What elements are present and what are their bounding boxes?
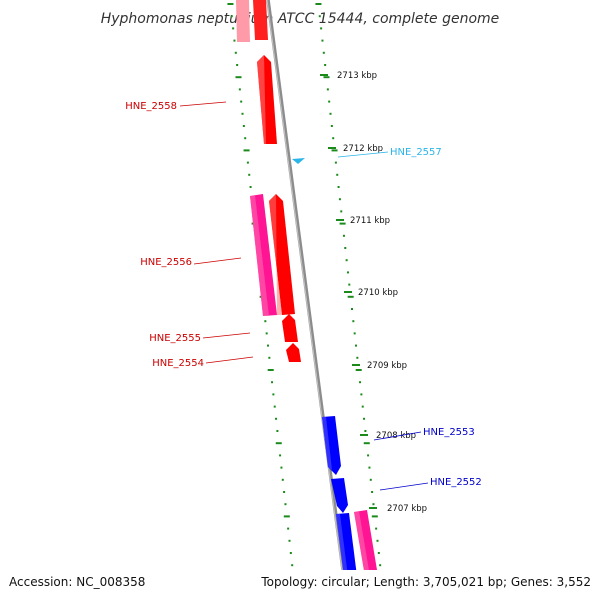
scale-label: 2707 kbp	[387, 504, 427, 514]
gene-label-hne-2558[interactable]: HNE_2558	[125, 101, 177, 112]
gene-feature-hne-2552[interactable]	[331, 478, 348, 513]
gene-leader-line	[373, 431, 422, 441]
gene-feature-shade	[250, 195, 269, 316]
outer-tick-ring	[315, 3, 386, 591]
gene-feature-hne-2557[interactable]	[292, 158, 305, 164]
gene-label-hne-2553[interactable]: HNE_2553	[423, 427, 475, 438]
gene-leader-line	[193, 257, 242, 265]
scale-label: 2712 kbp	[343, 144, 383, 154]
gene-feature-partial[interactable]	[236, 0, 250, 42]
gene-label-hne-2556[interactable]: HNE_2556	[140, 257, 192, 268]
gene-label-hne-2555[interactable]: HNE_2555	[149, 333, 201, 344]
gene-leader-line	[337, 151, 389, 158]
gene-feature-shade	[322, 417, 332, 470]
gene-label-hne-2557[interactable]: HNE_2557	[390, 147, 442, 158]
topology-text: Topology: circular; Length: 3,705,021 bp…	[260, 575, 591, 589]
gene-label-hne-2554[interactable]: HNE_2554	[152, 358, 204, 369]
gene-leader-line	[179, 101, 227, 107]
gene-feature-shade	[269, 194, 282, 315]
accession-text: Accession: NC_008358	[9, 575, 145, 589]
gene-feature-shade	[257, 55, 266, 144]
gene-feature-hne-2554[interactable]	[286, 343, 301, 362]
gene-leader-line	[202, 332, 251, 339]
genome-backbone	[266, 0, 349, 600]
gene-feature-hne-2555[interactable]	[282, 314, 298, 342]
genome-backbone-highlight	[266, 0, 347, 600]
scale-label: 2709 kbp	[367, 361, 407, 371]
gene-leader-line	[205, 356, 254, 364]
gene-leader-line	[379, 482, 429, 491]
map-title: Hyphomonas neptunium ATCC 15444, complet…	[101, 11, 500, 27]
scale-label: 2711 kbp	[350, 216, 390, 226]
footer-background	[0, 570, 600, 600]
scale-label: 2710 kbp	[358, 288, 398, 298]
scale-label: 2713 kbp	[337, 71, 377, 81]
gene-feature-partial[interactable]	[253, 0, 268, 40]
gene-label-hne-2552[interactable]: HNE_2552	[430, 477, 482, 488]
